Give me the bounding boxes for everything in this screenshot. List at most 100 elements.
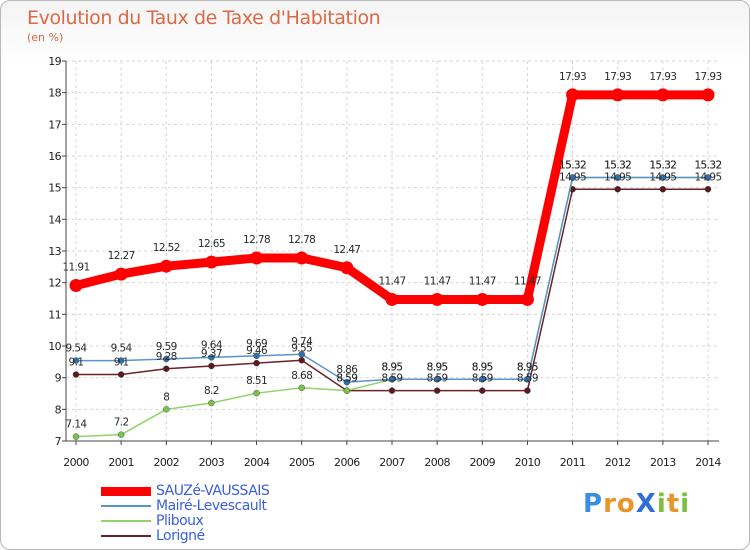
brand-letter: r [603,489,617,519]
data-point [72,357,80,364]
data-point [566,88,580,102]
legend-label: Lorigné [156,528,205,544]
data-point [159,259,173,273]
data-point [117,371,125,378]
x-tick-label: 2014 [695,456,721,469]
y-tick-label: 7 [55,435,62,448]
y-tick-label: 12 [48,277,61,290]
data-label: 8 [163,391,169,403]
data-label: 8.59 [472,373,493,385]
data-point [253,389,260,397]
brand-letter: o [616,489,636,519]
data-label: 14.95 [604,171,631,183]
data-point [479,376,486,383]
legend-swatch [101,535,151,537]
data-point [295,251,309,265]
data-point [117,431,125,438]
legend-swatch [101,486,151,496]
data-label: 11.47 [378,275,405,287]
data-label: 12.47 [333,244,360,256]
data-point [253,359,260,367]
data-label: 9.59 [156,341,177,353]
data-point [524,376,531,383]
x-tick-label: 2000 [63,456,89,469]
data-label: 8.59 [336,373,357,385]
data-label: 17.93 [694,71,721,83]
data-point [163,355,170,363]
data-label: 11.91 [62,262,89,274]
data-label: 11.47 [469,275,496,287]
data-label: 8.59 [336,373,357,385]
data-label: 8.95 [472,361,493,373]
y-tick-label: 8 [55,403,62,416]
data-label: 8.59 [382,373,403,385]
data-point [704,186,712,193]
data-point [659,174,667,181]
data-point [208,399,215,407]
y-tick-label: 14 [48,213,61,226]
data-point [163,365,170,372]
legend-swatch [101,520,151,522]
data-label: 7.2 [114,417,129,429]
y-unit-label: (en %) [27,31,64,44]
data-label: 15.32 [559,160,586,172]
data-label: 17.93 [604,71,631,83]
data-label: 15.32 [694,160,721,172]
data-label: 17.93 [559,71,586,83]
y-tick-label: 13 [48,245,61,258]
x-tick-label: 2006 [334,456,360,469]
data-point [114,267,128,281]
data-point [250,251,264,265]
data-label: 12.78 [288,234,315,246]
data-label: 15.32 [649,160,676,172]
data-point [298,357,305,364]
y-tick-label: 10 [48,340,61,353]
y-tick-label: 19 [48,55,61,68]
data-point [385,292,399,306]
data-label: 17.93 [649,71,676,83]
data-label: 8.95 [382,361,403,373]
y-tick-label: 17 [48,118,61,131]
brand-logo: ProXiti [583,489,690,519]
data-label: 9.74 [291,336,313,348]
data-point [433,387,441,394]
y-tick-label: 11 [48,308,61,321]
data-label: 9.46 [246,345,268,357]
legend-swatch [101,505,151,507]
y-tick-label: 18 [48,87,61,100]
data-label: 9.1 [114,357,129,369]
legend-label: SAUZé-VAUSSAIS [156,483,270,499]
data-label: 15.32 [604,160,631,172]
data-point [656,88,670,102]
data-point [388,376,396,383]
data-point [659,186,667,193]
data-label: 8.59 [517,373,538,385]
data-label: 12.52 [153,242,180,254]
x-tick-label: 2005 [289,456,315,469]
x-tick-label: 2011 [560,456,586,469]
data-point [208,362,215,370]
x-tick-label: 2001 [108,456,134,469]
data-point [430,292,444,306]
data-point [204,255,218,269]
data-label: 8.95 [517,361,538,373]
y-tick-label: 16 [48,150,61,163]
brand-letter: i [656,489,667,519]
data-point [253,352,260,360]
x-tick-label: 2003 [199,456,225,469]
data-label: 9.54 [111,343,133,355]
data-point [72,433,80,440]
data-point [475,292,489,306]
data-label: 8.86 [336,364,358,376]
data-point [611,88,625,102]
x-tick-label: 2010 [515,456,541,469]
brand-letter: i [680,489,691,519]
data-label: 8.95 [472,361,493,373]
data-point [163,406,170,413]
data-label: 11.47 [514,275,541,287]
data-point [72,371,80,378]
data-label: 8.95 [427,361,448,373]
data-point [208,354,215,361]
